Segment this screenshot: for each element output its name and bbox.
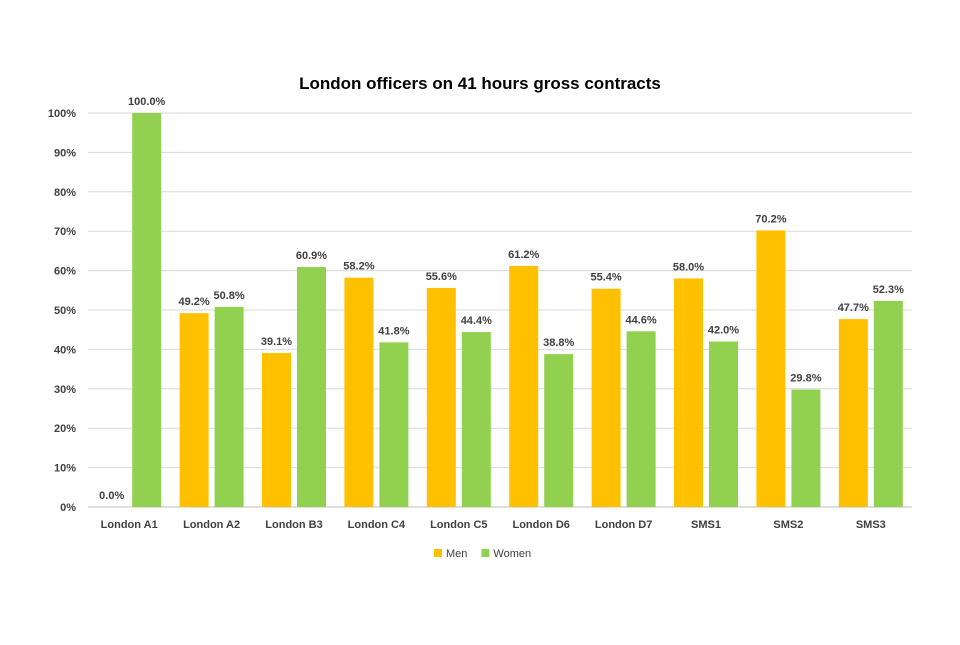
- y-tick-label: 60%: [54, 266, 76, 278]
- legend-swatch-men: [434, 549, 442, 557]
- data-label-men: 58.2%: [343, 261, 374, 273]
- data-label-men: 55.4%: [590, 272, 621, 284]
- y-tick-label: 30%: [54, 384, 76, 396]
- data-label-men: 39.1%: [261, 336, 292, 348]
- y-axis-ticks: 0% 10% 20% 30% 40% 50% 60% 70% 80% 90% 100%: [48, 108, 76, 514]
- x-tick-label: London A2: [183, 519, 240, 531]
- bar-women: [379, 342, 409, 507]
- y-tick-label: 10%: [54, 463, 76, 475]
- data-label-women: 44.6%: [625, 314, 656, 326]
- data-label-women: 41.8%: [378, 325, 409, 337]
- bar-men: [262, 352, 291, 507]
- gridlines: [88, 112, 912, 508]
- legend-label-women: Women: [493, 548, 531, 560]
- x-tick-label: SMS1: [691, 519, 721, 531]
- y-tick-label: 40%: [54, 344, 76, 356]
- bar-men: [509, 265, 539, 507]
- bars: [132, 113, 903, 508]
- x-tick-label: London B3: [265, 519, 322, 531]
- data-label-men: 55.6%: [426, 271, 457, 283]
- bar-women: [461, 332, 491, 507]
- x-tick-label: London C5: [430, 519, 487, 531]
- legend: Men Women: [434, 548, 531, 560]
- data-label-men: 49.2%: [178, 296, 209, 308]
- data-label-men: 58.0%: [673, 261, 704, 273]
- bar-women: [214, 306, 244, 507]
- y-tick-label: 50%: [54, 305, 76, 317]
- x-tick-label: London D7: [595, 519, 652, 531]
- data-label-men: 47.7%: [838, 302, 869, 314]
- bar-men: [756, 230, 786, 508]
- y-tick-label: 100%: [48, 108, 76, 120]
- x-tick-label: London D6: [512, 519, 569, 531]
- data-label-women: 42.0%: [708, 325, 739, 337]
- y-tick-label: 20%: [54, 423, 76, 435]
- data-label-women: 29.8%: [790, 373, 821, 385]
- x-tick-label: SMS2: [773, 519, 803, 531]
- data-label-women: 44.4%: [461, 315, 492, 327]
- data-label-women: 100.0%: [128, 96, 166, 108]
- bar-men: [179, 313, 209, 507]
- bar-women: [873, 300, 903, 507]
- bar-women: [132, 113, 162, 507]
- x-tick-label: London C4: [348, 519, 406, 531]
- x-tick-label: SMS3: [856, 519, 886, 531]
- legend-label-men: Men: [446, 548, 467, 560]
- data-label-men: 70.2%: [755, 213, 786, 225]
- x-tick-label: London A1: [101, 519, 158, 531]
- bar-men: [838, 319, 868, 507]
- x-axis-ticks: London A1 London A2 London B3 London C4 Lond…: [101, 519, 886, 531]
- y-tick-label: 90%: [54, 147, 76, 159]
- bar-women: [297, 267, 326, 507]
- data-label-women: 60.9%: [296, 250, 327, 262]
- y-tick-label: 70%: [54, 226, 76, 238]
- bar-women: [709, 341, 738, 507]
- data-labels: 0.0% 100.0% 49.2% 50.8% 39.1% 60.9% 58.2% 41.8%…: [99, 96, 904, 502]
- bar-women: [626, 331, 656, 507]
- y-tick-label: 80%: [54, 187, 76, 199]
- bar-men: [674, 278, 703, 507]
- bar-women: [791, 389, 821, 507]
- bar-men: [591, 288, 621, 507]
- bar-men: [426, 287, 456, 507]
- chart-title: London officers on 41 hours gross contra…: [299, 74, 661, 93]
- data-label-men: 61.2%: [508, 249, 539, 261]
- y-tick-label: 0%: [60, 502, 76, 514]
- data-label-women: 38.8%: [543, 337, 574, 349]
- data-label-women: 50.8%: [213, 290, 244, 302]
- data-label-men: 0.0%: [99, 490, 124, 502]
- bar-women: [544, 354, 574, 507]
- bar-men: [344, 277, 374, 507]
- legend-swatch-women: [481, 549, 490, 557]
- data-label-women: 52.3%: [873, 284, 904, 296]
